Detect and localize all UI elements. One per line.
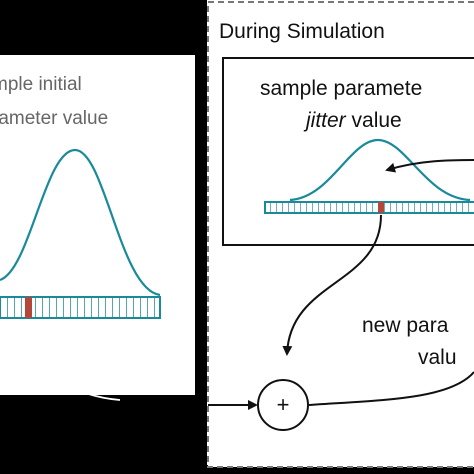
jitter-curve <box>289 138 471 202</box>
simulation-title: During Simulation <box>219 20 385 43</box>
jitter-strip <box>264 201 474 214</box>
jitter-word: jitter <box>303 109 347 132</box>
frame-top <box>0 0 205 55</box>
left-label: rameter value <box>0 108 108 129</box>
parameter-strip <box>0 296 161 319</box>
arrow <box>308 371 474 406</box>
selected-cell <box>378 202 384 213</box>
selected-cell <box>25 297 32 318</box>
left-label: mple initial <box>0 74 82 95</box>
frame-bottom <box>0 395 205 474</box>
arrow <box>29 319 121 401</box>
sum-node <box>257 379 309 431</box>
arrow <box>282 214 382 356</box>
sample-label: sample paramete <box>260 77 422 100</box>
arrow <box>385 159 474 173</box>
new-value-label: new para <box>362 314 449 337</box>
value-word: value <box>346 109 402 132</box>
sum-symbol: + <box>277 392 290 417</box>
sample-label: jitter value <box>303 109 402 132</box>
distribution-curve <box>0 148 161 297</box>
new-value-label: valu <box>418 346 457 369</box>
frame-divider <box>195 0 207 474</box>
frame-bottom-right <box>205 465 474 474</box>
